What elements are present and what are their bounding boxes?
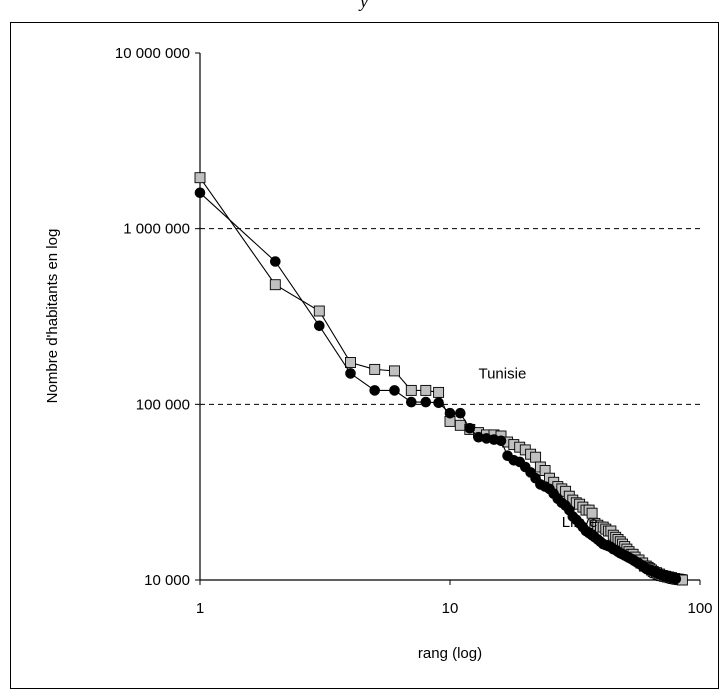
x-tick-label: 100	[687, 600, 712, 617]
data-point-libye	[454, 407, 466, 419]
data-point-libye	[420, 396, 432, 408]
data-point-libye	[369, 385, 381, 396]
series-line-libye	[199, 192, 676, 580]
data-point-tunisie	[530, 451, 542, 463]
series-layer	[194, 172, 688, 586]
data-point-libye	[433, 397, 444, 409]
data-point-libye	[389, 385, 400, 396]
data-point-libye	[444, 407, 456, 419]
y-axis-label: Nombre d'habitants en log	[44, 229, 61, 404]
series-tunisie	[194, 172, 688, 586]
data-point-tunisie	[345, 357, 356, 368]
data-point-libye	[194, 187, 206, 199]
x-tick-label: 10	[442, 600, 459, 617]
data-point-tunisie	[269, 279, 281, 291]
x-axis-label: rang (log)	[418, 645, 482, 662]
y-tick-label: 10 000	[144, 572, 190, 589]
data-point-libye	[495, 435, 507, 447]
data-point-tunisie	[420, 384, 432, 396]
series-line-tunisie	[199, 177, 683, 581]
y-tick-label: 10 000 000	[115, 45, 190, 62]
y-tick-label: 1 000 000	[123, 221, 190, 238]
data-point-tunisie	[405, 384, 417, 396]
tick-labels: 10 000 100 000 1 000 000 10 000 000 1 10 100	[115, 45, 713, 617]
y-tick-label: 100 000	[136, 396, 190, 413]
data-point-tunisie	[313, 305, 325, 317]
chart-frame	[10, 22, 719, 689]
top-caption-text: y	[360, 0, 368, 11]
annotation-tunisie: Tunisie	[478, 366, 526, 383]
data-point-tunisie	[194, 172, 206, 184]
annotation-libye: Libye	[562, 514, 598, 531]
axes	[195, 52, 701, 585]
gridlines	[200, 228, 700, 405]
data-point-tunisie	[369, 363, 381, 375]
data-point-tunisie	[389, 365, 400, 377]
top-caption: y	[0, 0, 728, 18]
data-point-libye	[269, 256, 281, 267]
data-point-libye	[313, 320, 325, 332]
data-point-libye	[345, 368, 356, 379]
x-tick-label: 1	[196, 600, 204, 617]
series-libye	[194, 187, 682, 585]
data-point-libye	[464, 422, 476, 434]
annotations: Tunisie Libye	[478, 366, 597, 531]
data-point-tunisie	[433, 386, 445, 398]
data-point-libye	[405, 396, 417, 408]
data-point-tunisie	[454, 419, 466, 431]
data-point-libye	[670, 573, 682, 585]
